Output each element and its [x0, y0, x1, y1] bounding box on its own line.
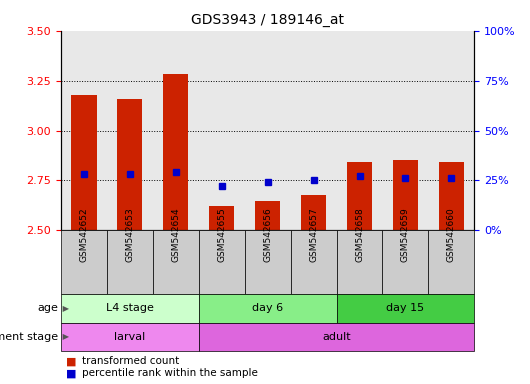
Text: GSM542660: GSM542660 [447, 207, 456, 262]
Bar [347, 162, 372, 230]
Text: ■: ■ [66, 356, 77, 366]
Bar [163, 74, 189, 230]
Text: GSM542653: GSM542653 [126, 207, 134, 262]
Bar [255, 202, 280, 230]
Text: larval: larval [114, 332, 145, 342]
Text: ▶: ▶ [60, 333, 69, 341]
Text: adult: adult [322, 332, 351, 342]
Text: percentile rank within the sample: percentile rank within the sample [82, 368, 258, 379]
Text: GSM542659: GSM542659 [401, 207, 410, 262]
Text: GSM542652: GSM542652 [80, 207, 89, 262]
Text: GSM542655: GSM542655 [217, 207, 226, 262]
Text: day 15: day 15 [386, 303, 425, 313]
Text: development stage: development stage [0, 332, 58, 342]
Text: L4 stage: L4 stage [106, 303, 154, 313]
Text: ▶: ▶ [60, 304, 69, 313]
Bar [393, 159, 418, 230]
Bar [439, 162, 464, 230]
Title: GDS3943 / 189146_at: GDS3943 / 189146_at [191, 13, 344, 27]
Text: GSM542656: GSM542656 [263, 207, 272, 262]
Text: GSM542654: GSM542654 [171, 207, 180, 262]
Text: day 6: day 6 [252, 303, 283, 313]
Bar [117, 99, 143, 230]
Text: age: age [38, 303, 58, 313]
Text: ■: ■ [66, 368, 77, 379]
Bar [71, 94, 96, 230]
Text: GSM542657: GSM542657 [309, 207, 318, 262]
Bar [209, 207, 234, 230]
Text: GSM542658: GSM542658 [355, 207, 364, 262]
Bar [301, 195, 326, 230]
Text: transformed count: transformed count [82, 356, 179, 366]
